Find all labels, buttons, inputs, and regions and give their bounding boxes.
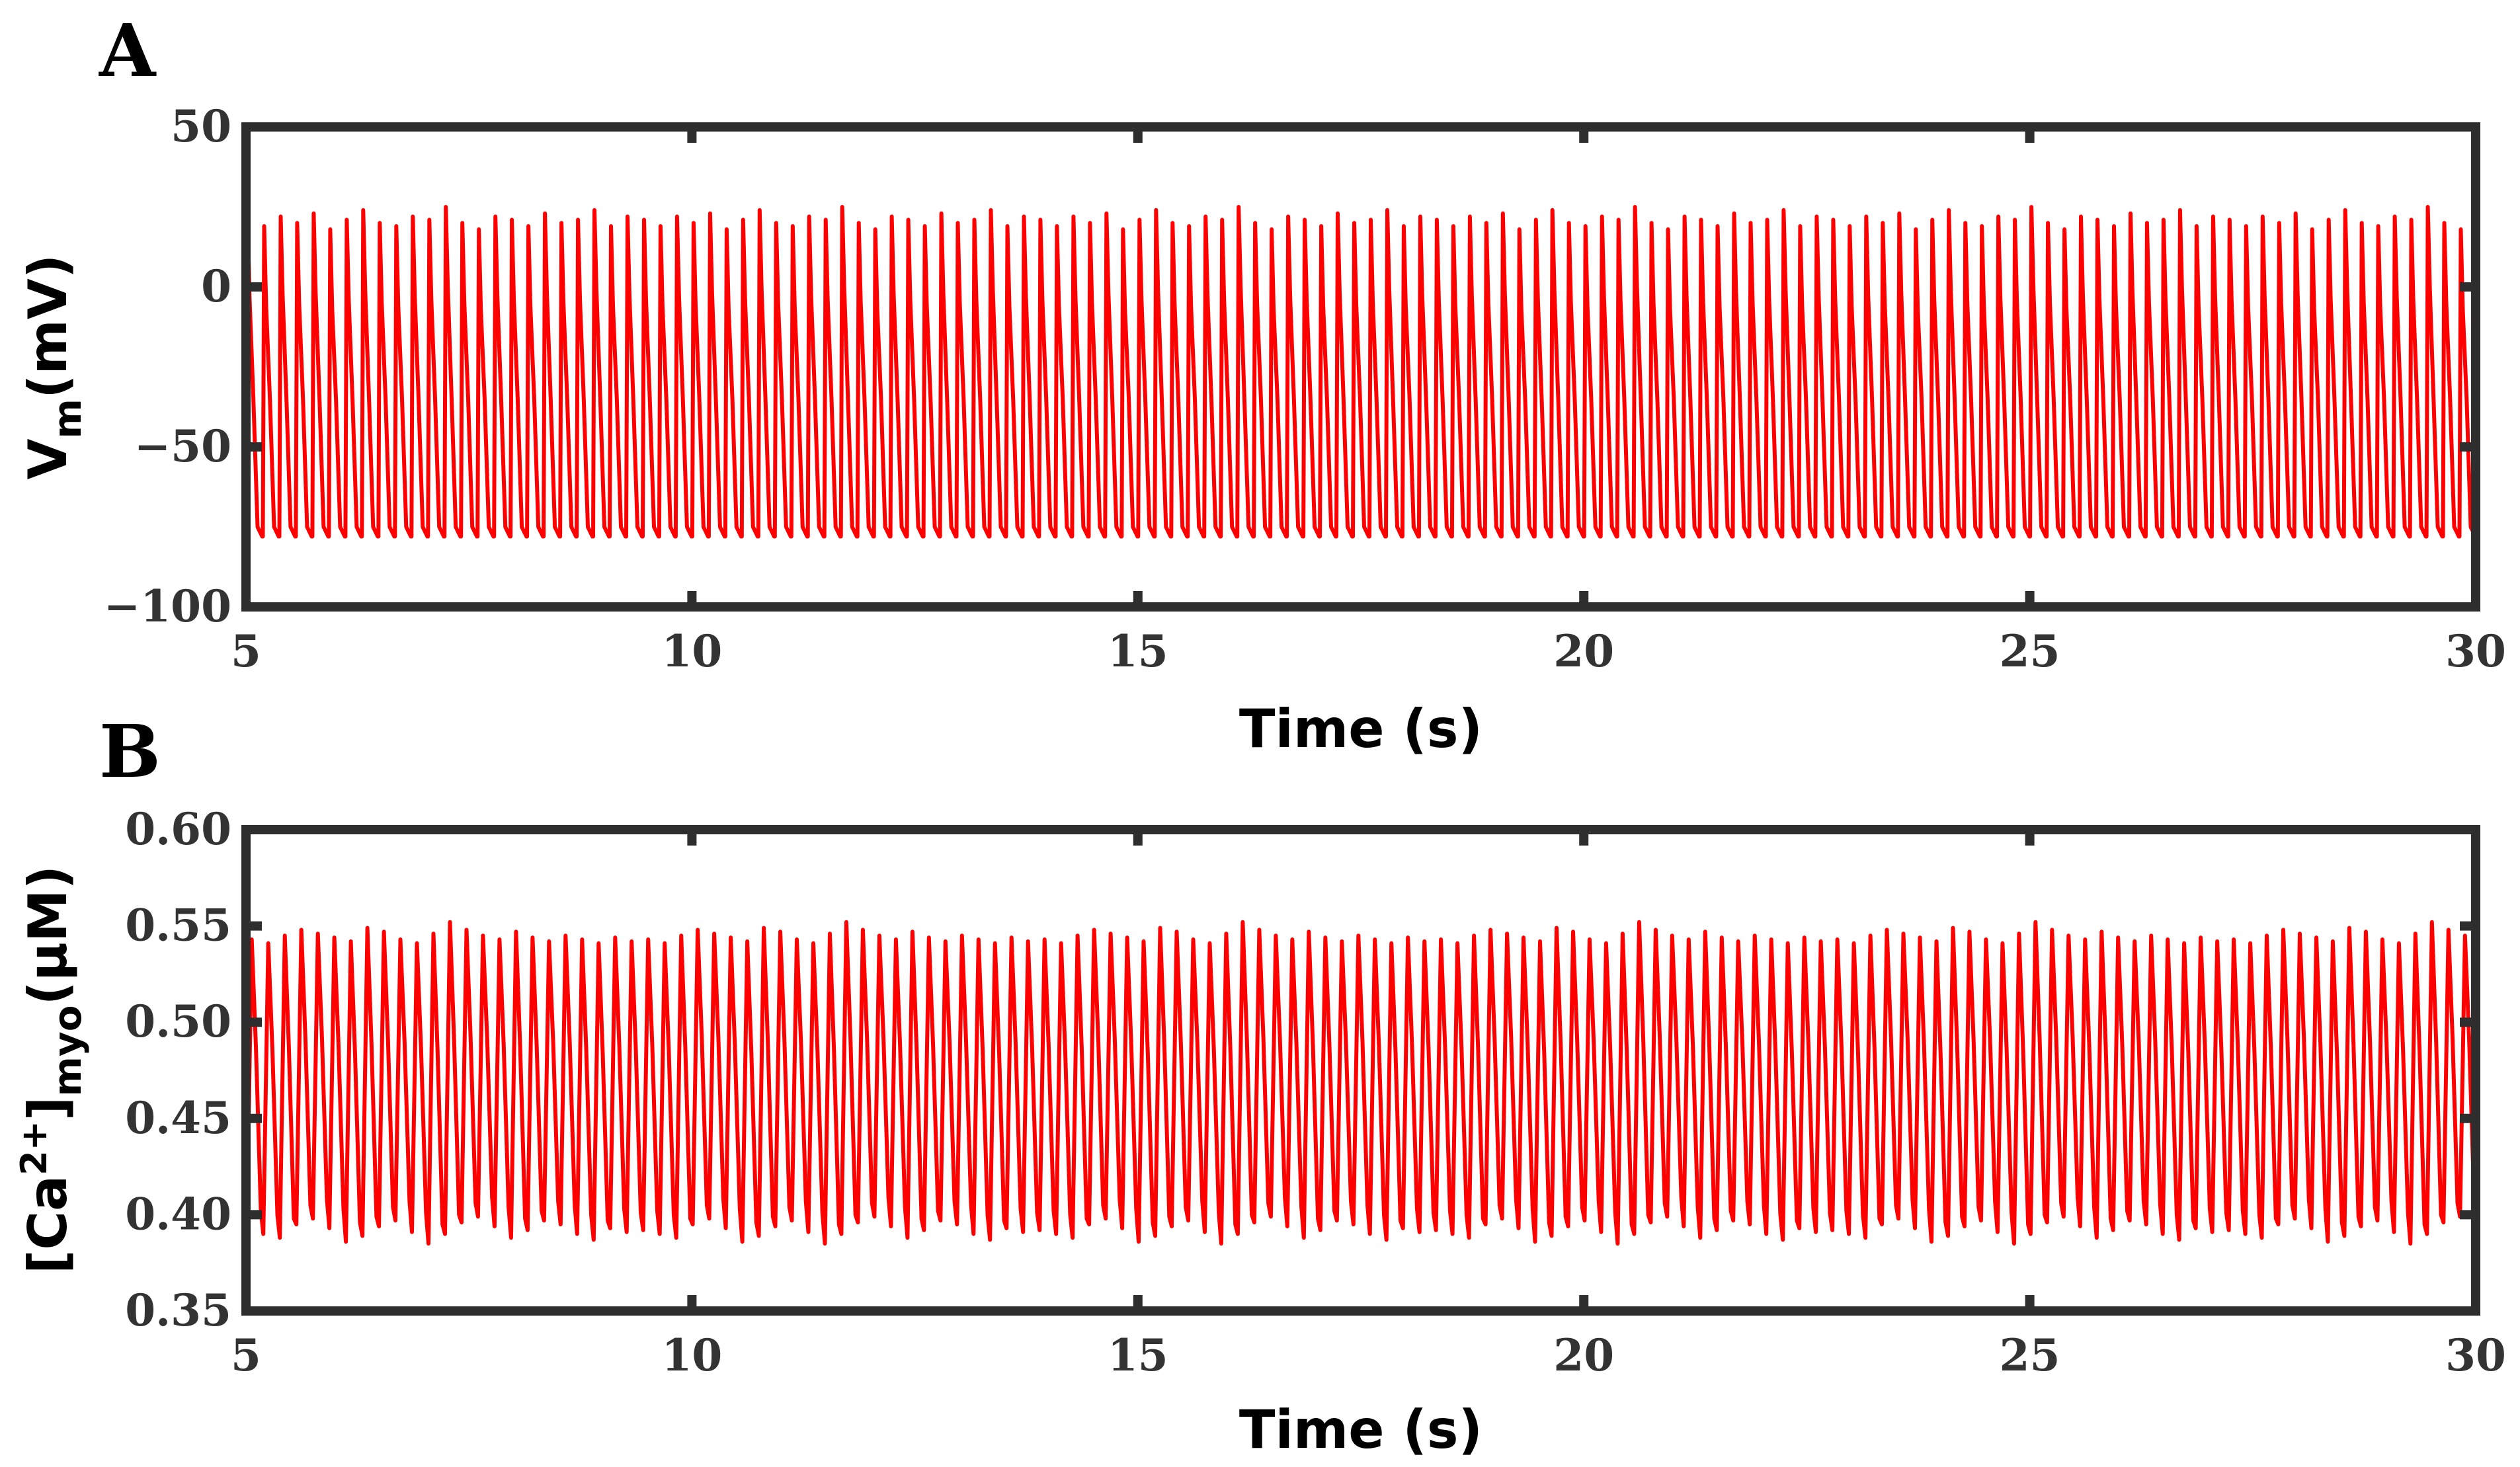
panel-letter-a: A [99,8,157,93]
y-tick-label-a: 0 [201,260,231,312]
y-title-b-main: [Ca [17,1175,79,1274]
y-tick-label-b: 0.50 [125,996,231,1047]
y-tick-label-b: 0.40 [125,1188,231,1240]
y-tick-label-b: 0.35 [125,1285,231,1336]
axes-frame-b [241,825,2480,1316]
y-tick-label-a: −50 [134,420,231,472]
ticks-b: 5 10 15 20 25 30 0.60 0.55 0.50 0.45 0.40 0.35 [125,803,2506,1381]
y-axis-title-b: [Ca2+]myo(μM) [13,865,90,1274]
x-tick-label-a: 30 [2445,625,2506,677]
panel-letter-b: B [99,709,161,794]
x-tick-label-b: 20 [1553,1329,1614,1381]
plot-area-a [244,205,2478,539]
series-line-b [244,920,2478,1246]
x-axis-title-b: Time (s) [1239,1399,1483,1460]
series-line-a [244,205,2478,539]
x-tick-label-a: 5 [231,625,261,677]
x-tick-label-b: 5 [231,1329,261,1381]
y-title-a-sub: m [45,399,90,438]
y-tick-label-a: 50 [171,100,231,152]
x-tick-label-b: 10 [661,1329,722,1381]
y-tick-label-b: 0.60 [125,803,231,855]
y-tick-label-a: −100 [104,580,231,632]
x-axis-title-a: Time (s) [1239,698,1483,760]
x-tick-label-a: 15 [1108,625,1168,677]
x-tick-label-b: 30 [2445,1329,2506,1381]
y-tick-label-b: 0.45 [125,1092,231,1144]
y-title-b-sub: myo [45,1005,90,1096]
y-tick-label-b: 0.55 [125,900,231,951]
y-title-a-main: V [17,438,79,479]
y-title-b-unit: (μM) [17,865,79,1006]
x-tick-label-a: 25 [2000,625,2060,677]
plot-area-b [244,920,2478,1246]
y-title-b-close: ] [17,1097,79,1121]
panel-b: B 5 10 15 20 25 30 0.60 0.55 0.50 0.45 0.40 0.35 Ti… [13,709,2506,1460]
x-tick-label-b: 25 [2000,1329,2060,1381]
y-title-b-sup: 2+ [13,1121,55,1175]
ticks-a: 5 10 15 20 25 30 50 0 −50 −100 [104,100,2506,677]
x-tick-label-a: 10 [661,625,722,677]
y-title-a-unit: (mV) [17,255,79,399]
axes-frame-a [241,122,2480,612]
x-tick-label-a: 20 [1553,625,1614,677]
panel-a: A 5 10 15 20 25 30 50 0 −50 −100 Time (s) Vm(mV) [17,8,2506,760]
y-axis-title-a: Vm(mV) [17,255,90,480]
x-tick-label-b: 15 [1108,1329,1168,1381]
